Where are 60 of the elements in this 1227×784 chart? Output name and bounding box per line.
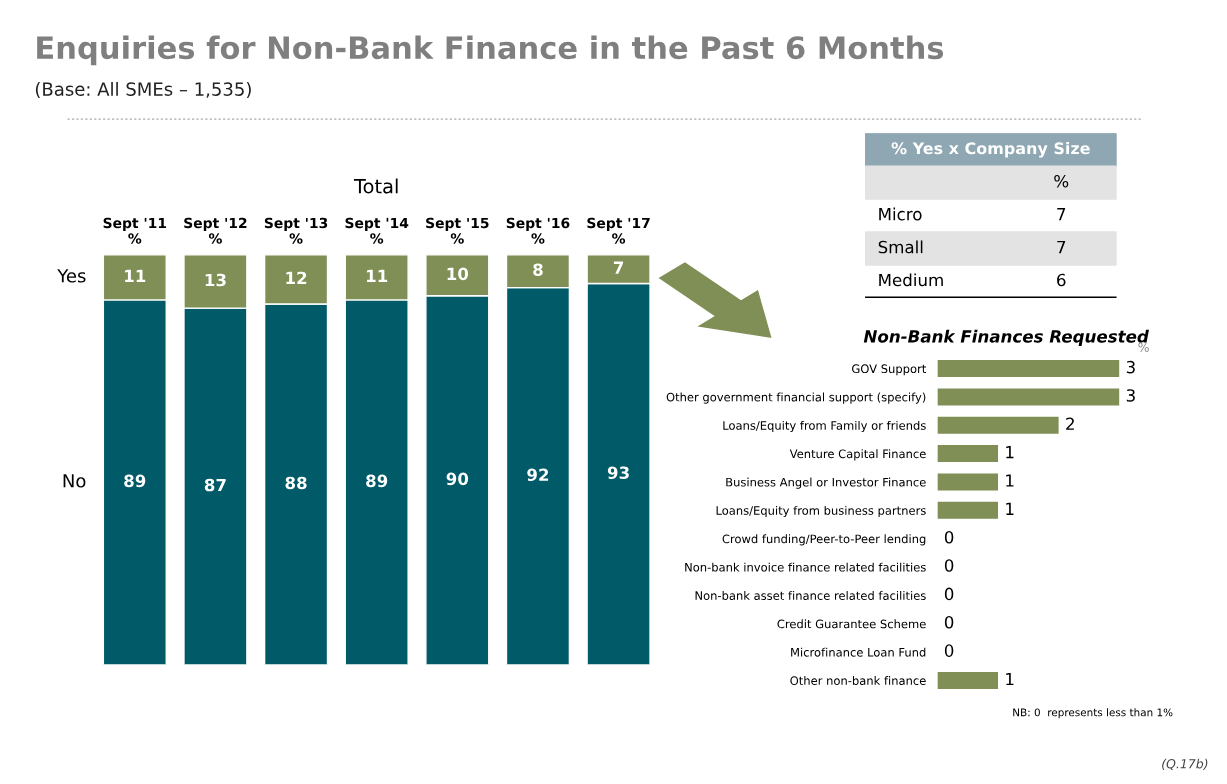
data-label: 12 [286,271,307,284]
data-label: 0 [944,530,954,544]
data-label: 0 [944,559,954,572]
data-label: 7 [1057,240,1066,254]
text: % [1054,174,1069,188]
data-label: 0 [944,644,954,657]
x-tick-label: Sept '15 % [426,217,489,244]
x-tick-label: Sept '13 % [264,217,328,244]
text: % Yes x Company Size [891,141,1090,158]
category-label: Small [878,240,923,254]
y-tick-label: Other government financial support (specify) [666,392,926,404]
y-tick-label: Crowd funding/Peer-to-Peer lending [722,534,926,546]
chart-subtitle: (Base: All SMEs – 1,535) [35,81,251,99]
data-label: 10 [447,267,469,281]
data-label: 93 [607,466,629,479]
series-label: Yes [57,269,86,283]
text: Total [353,178,398,194]
y-tick-label: Loans/Equity from business partners [716,505,926,518]
data-label: 88 [285,476,307,490]
text: (Q.17b) [1162,758,1208,770]
x-tick-label: Sept '16 % [506,217,570,244]
y-tick-label: Non-bank asset finance related facilities [695,591,926,600]
y-tick-label: Loans/Equity from Family or friends [723,420,926,433]
data-label: 89 [366,474,388,488]
category-label: Medium [879,273,943,287]
data-label: 3 [1126,389,1135,402]
y-tick-label: Business Angel or Investor Finance [726,477,926,489]
data-label: 1 [1006,474,1014,487]
chart-title: Enquiries for Non-Bank Finance in the Past 6 Months [37,35,944,66]
data-label: 0 [944,587,954,601]
data-label: 87 [204,478,226,492]
data-label: 0 [944,615,954,629]
x-tick-label: Sept '12 % [184,217,247,244]
data-label: 11 [366,269,388,282]
y-tick-label: Venture Capital Finance [789,449,926,461]
category-label: Micro [879,207,922,221]
x-tick-label: Sept '11 % [103,217,167,244]
x-tick-label: Sept '17 % [587,217,650,244]
data-label: 8 [533,263,543,277]
x-tick-label: Sept '14 % [345,217,409,244]
data-label: 89 [124,474,146,488]
data-label: 7 [613,261,624,274]
text: NB: 0 represents less than 1% [1013,708,1173,719]
data-label: 6 [1057,273,1066,287]
data-label: 1 [1006,672,1014,686]
data-label: 7 [1057,208,1066,221]
data-label: 3 [1126,360,1135,374]
series-label: No [63,474,86,488]
data-label: 1 [1006,446,1014,459]
data-label: 13 [205,273,226,287]
data-label: 90 [446,472,469,486]
data-label: 1 [1006,502,1014,515]
y-tick-label: Microfinance Loan Fund [791,647,926,657]
data-label: 2 [1066,417,1074,430]
data-label: 11 [125,269,146,282]
y-tick-label: Other non-bank finance [790,676,926,685]
y-tick-label: Credit Guarantee Scheme [777,619,926,629]
data-label: 92 [527,468,549,482]
y-tick-label: GOV Support [852,364,927,376]
y-tick-label: Non-bank invoice finance related facilities [685,562,926,572]
